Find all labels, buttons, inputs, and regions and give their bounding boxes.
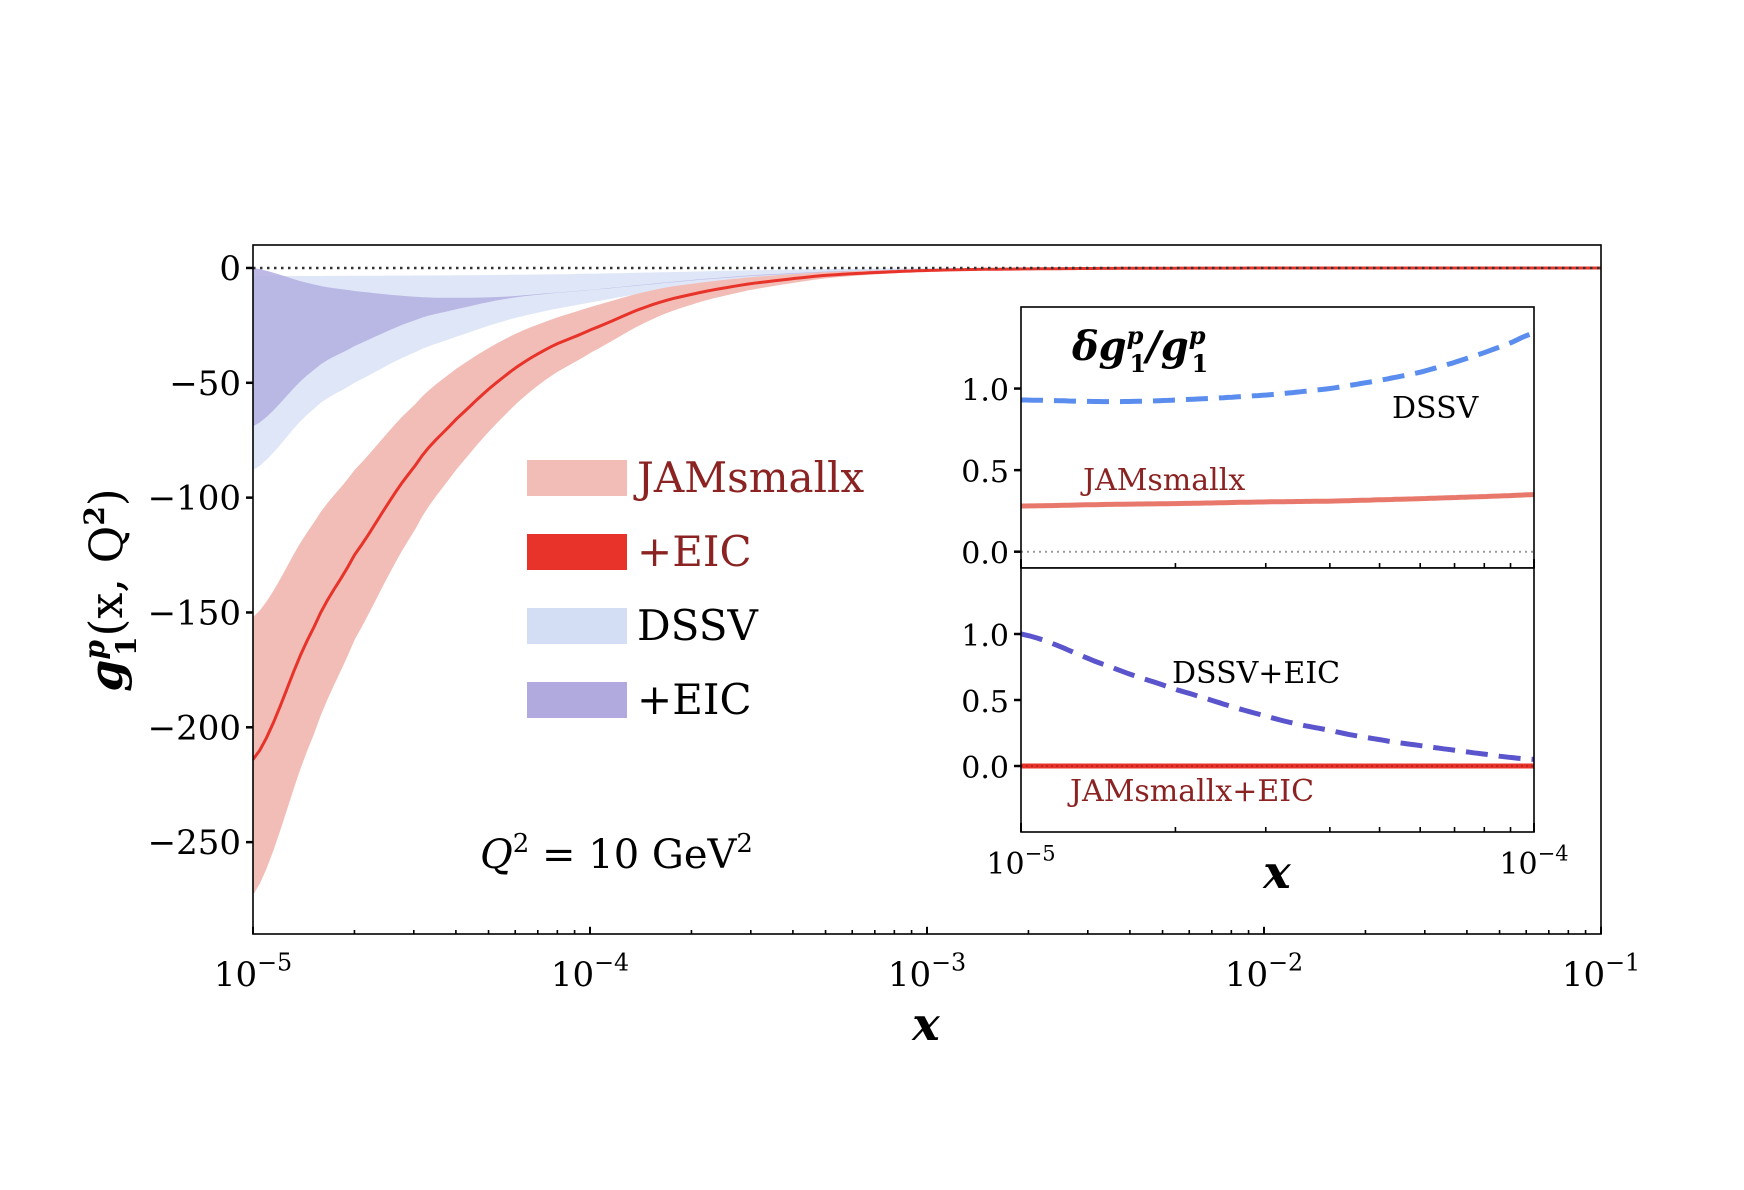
legend-swatch — [527, 682, 627, 718]
inset-top-panel: 0.0 0.5 1.0 δgp 1/gp 1 DSSV JAMsmallx — [961, 306, 1535, 572]
inset-top-x-ticks — [1020, 559, 1535, 568]
main-axes: 0−50−100−150−200−250 10−5 10−4 10−3 10−2 10−… — [78, 244, 1640, 1051]
main-x-tick-label: 10−1 — [1562, 949, 1640, 995]
inset-bottom-annotation-jamsmallx-eic: JAMsmallx+EIC — [1067, 774, 1314, 809]
band-dssv-2 — [253, 267, 1601, 471]
main-y-tick-label: −150 — [148, 593, 241, 633]
legend-label: DSSV — [637, 601, 758, 650]
main-y-tick-label: 0 — [219, 249, 241, 289]
inset-x-tick-label: 10−5 — [986, 842, 1055, 883]
legend-label: JAMsmallx — [633, 453, 864, 502]
main-x-tick-label: 10−5 — [214, 949, 292, 995]
inset-bottom-y-axis: 0.0 0.5 1.0 — [961, 619, 1021, 786]
legend-entry-dssv-2: DSSV — [527, 601, 758, 650]
legend-swatch — [527, 460, 627, 496]
line-jamsmallx-eic — [253, 266, 1601, 761]
inset-y-tick-label: 0.5 — [961, 685, 1009, 720]
inset-bottom-annotation-dssv-eic: DSSV+EIC — [1172, 656, 1340, 691]
inset-y-tick-label: 0.0 — [961, 537, 1009, 572]
inset-bottom-x-axis: 10−5 10−4 — [986, 823, 1569, 883]
inset-y-tick-label: 0.0 — [961, 751, 1009, 786]
inset-y-tick-label: 1.0 — [961, 374, 1009, 409]
inset-title: δgp 1/gp 1 — [1071, 321, 1208, 378]
main-y-axis-label: gp1(x, Q2) — [78, 488, 143, 692]
main-x-axis: 10−5 10−4 10−3 10−2 10−1 — [214, 926, 1640, 995]
main-x-tick-label: 10−3 — [888, 949, 966, 995]
inset-bottom-panel: 0.0 0.5 1.0 10−5 10−4 DSSV+EIC JAMsmallx+EI… — [961, 567, 1569, 899]
inset-top-background — [1021, 307, 1534, 568]
inset-top-annotation-jamsmallx: JAMsmallx — [1080, 463, 1245, 498]
legend-entry-eic-3: +EIC — [527, 675, 752, 724]
inset-top-plot-area — [1021, 330, 1534, 553]
legend-entry-eic-1: +EIC — [527, 527, 752, 576]
legend-label: +EIC — [637, 675, 752, 724]
inset-top-y-axis: 0.0 0.5 1.0 — [961, 374, 1021, 572]
q2-annotation: Q2 = 10 GeV2 — [480, 829, 753, 878]
main-y-axis: 0 −50 −100 −150 −200 −250 — [148, 249, 253, 863]
legend-entry-jamsmallx-0: JAMsmallx — [527, 453, 864, 502]
main-y-tick-label: −50 — [169, 364, 241, 404]
legend-swatch — [527, 534, 627, 570]
inset-y-tick-label: 0.5 — [961, 455, 1009, 490]
legend: JAMsmallx +EIC DSSV +EIC — [527, 453, 864, 724]
inset-top-annotation-dssv: DSSV — [1392, 391, 1480, 426]
main-x-axis-label: x — [911, 997, 940, 1051]
inset-x-tick-label: 10−4 — [1499, 842, 1568, 883]
main-plot-area — [253, 266, 1601, 895]
main-x-tick-label: 10−4 — [551, 949, 629, 995]
inset-line-jamsmallx — [1021, 492, 1534, 509]
legend-label: +EIC — [637, 527, 752, 576]
main-x-tick-label: 10−2 — [1225, 949, 1303, 995]
inset-bottom-plot-area — [1021, 631, 1534, 769]
inset-bottom-background — [1021, 568, 1534, 832]
main-y-tick-label: −250 — [148, 823, 241, 863]
inset-line-dssv — [1021, 330, 1534, 405]
main-y-tick-label: −100 — [148, 479, 241, 519]
legend-swatch — [527, 608, 627, 644]
inset-x-axis-label: x — [1262, 845, 1291, 899]
inset-y-tick-label: 1.0 — [961, 619, 1009, 654]
main-y-tick-label: −200 — [148, 708, 241, 748]
inset-line-dssv-eic — [1021, 631, 1534, 762]
